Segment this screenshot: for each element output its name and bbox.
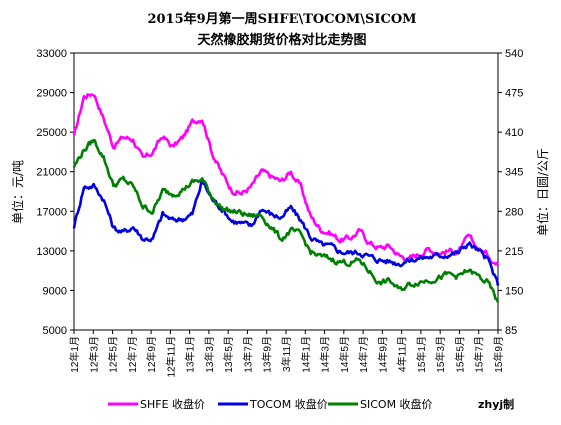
series-lines [72,93,500,303]
left-tick-label: 13000 [36,246,67,258]
x-tick-label: 15年3月 [434,336,447,373]
x-tick-label: 15年5月 [453,336,466,373]
left-y-axis: 33000 29000 25000 21000 17000 13000 9000 5000 [36,48,74,337]
right-tick-label: 345 [505,167,523,179]
right-tick-label: 150 [505,285,523,297]
series-line-0 [72,93,500,267]
x-tick-label: 3年11月 [280,336,293,372]
right-tick-label: 410 [505,127,523,139]
x-tick-label: 12年5月 [107,336,120,373]
right-tick-label: 85 [505,325,517,337]
x-tick-label: 14年3月 [319,336,332,373]
left-tick-label: 25000 [36,127,67,139]
left-tick-label: 9000 [43,285,67,297]
x-tick-label: 13年1月 [184,336,197,373]
chart-subtitle: 天然橡胶期货价格对比走势图 [197,32,366,48]
left-axis-label: 单位：元/吨 [10,160,25,224]
x-tick-label: 12年9月 [145,336,158,373]
x-tick-label: 14年9月 [376,336,389,373]
x-tick-label: 12年1月 [68,336,81,373]
x-tick-label: 14年1月 [299,336,312,373]
left-tick-label: 21000 [36,167,67,179]
right-tick-label: 215 [505,246,523,258]
x-tick-label: 13年9月 [261,336,274,373]
left-tick-label: 29000 [36,88,67,100]
legend-label: SHFE 收盘价 [140,397,205,411]
left-tick-label: 17000 [36,206,67,218]
x-tick-label: 15年9月 [492,336,505,373]
x-tick-label: 12年11月 [164,336,177,378]
x-tick-label: 13年3月 [203,336,216,373]
x-tick-label: 14年7月 [357,336,370,373]
right-tick-label: 475 [505,88,523,100]
x-tick-label: 15年1月 [415,336,428,373]
left-tick-label: 33000 [36,48,67,60]
right-axis-label: 单位：日圆/公斤 [535,148,550,236]
chart-title: 2015年9月第一周SHFE\TOCOM\SICOM [147,11,416,27]
credit-text: zhyj制 [478,397,514,411]
legend: SHFE 收盘价 TOCOM 收盘价 SICOM 收盘价 [108,397,433,411]
x-tick-label: 14年5月 [338,336,351,373]
series-line-1 [72,178,500,286]
right-y-axis: 540 475 410 345 280 215 150 85 [498,48,523,337]
left-tick-label: 5000 [43,325,67,337]
x-tick-label: 4年11月 [396,336,409,372]
legend-label: TOCOM 收盘价 [249,397,328,411]
x-tick-label: 12年3月 [87,336,100,373]
right-tick-label: 280 [505,206,523,218]
x-tick-label: 15年7月 [473,336,486,373]
x-tick-label: 13年7月 [241,336,254,373]
x-tick-label: 13年5月 [222,336,235,373]
x-axis: 12年1月 12年3月 12年5月 12年7月 12年9月 12年11月 13年1月 13年3… [68,330,505,378]
x-tick-label: 12年7月 [126,336,139,373]
right-tick-label: 540 [505,48,523,60]
series-line-2 [72,138,500,303]
legend-label: SICOM 收盘价 [360,397,433,411]
